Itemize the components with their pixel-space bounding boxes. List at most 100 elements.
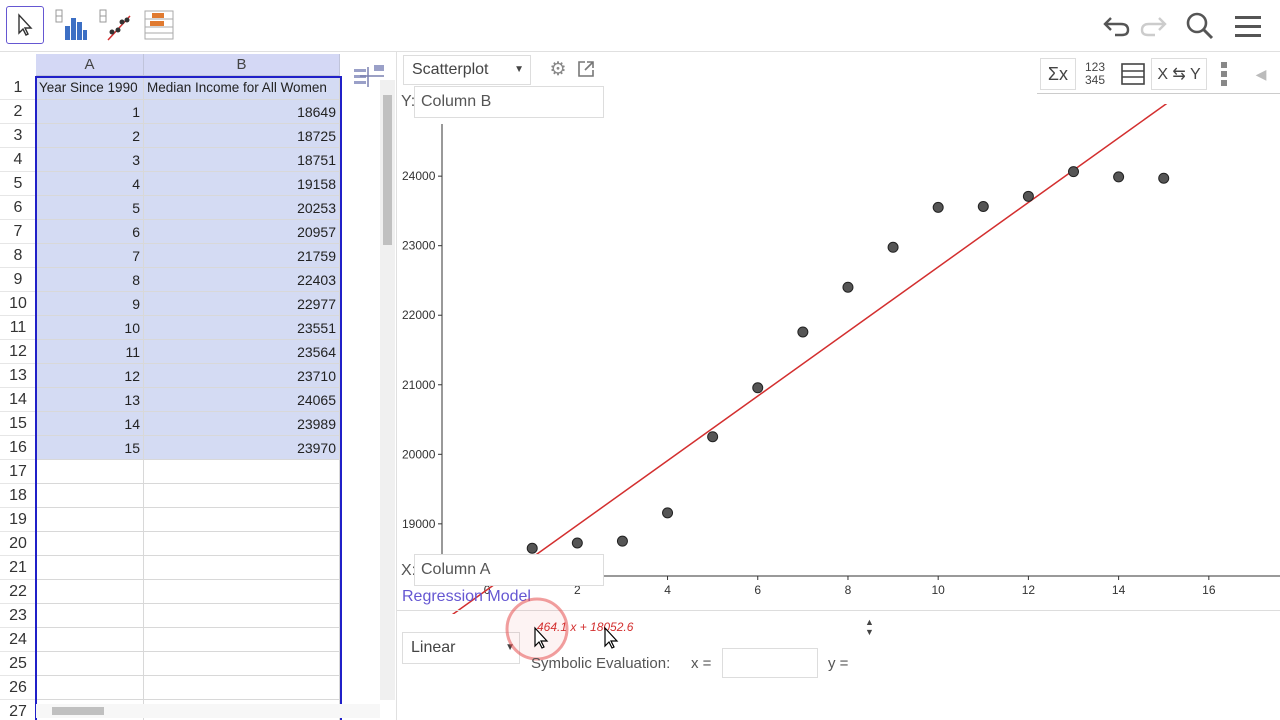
scatter-plot[interactable]: 0246810121416190002000021000220002300024…: [397, 104, 1280, 614]
horizontal-scroll-thumb[interactable]: [52, 707, 104, 715]
row-header[interactable]: 25: [0, 652, 36, 676]
row-header[interactable]: 1: [0, 76, 36, 100]
search-button[interactable]: [1184, 10, 1216, 42]
cell-a[interactable]: 3: [36, 148, 144, 172]
row-header[interactable]: 10: [0, 292, 36, 316]
row-header[interactable]: 26: [0, 676, 36, 700]
cell-a[interactable]: 14: [36, 412, 144, 436]
cell-b[interactable]: [144, 652, 340, 676]
one-variable-analysis-button[interactable]: [52, 6, 90, 44]
y-source-field[interactable]: Column B: [414, 86, 604, 118]
multiple-variable-analysis-button[interactable]: [140, 6, 178, 44]
cell-b[interactable]: 22403: [144, 268, 340, 292]
cell-b[interactable]: Median Income for All Women: [144, 76, 340, 100]
row-header[interactable]: 20: [0, 532, 36, 556]
cell-a[interactable]: Year Since 1990: [36, 76, 144, 100]
vertical-scroll-thumb[interactable]: [383, 95, 392, 245]
cell-b[interactable]: 22977: [144, 292, 340, 316]
more-options-icon[interactable]: [1217, 58, 1231, 90]
cell-b[interactable]: 23989: [144, 412, 340, 436]
cell-a[interactable]: 2: [36, 124, 144, 148]
show-statistics-button[interactable]: Σx: [1040, 58, 1076, 90]
cell-a[interactable]: 15: [36, 436, 144, 460]
cell-a[interactable]: 13: [36, 388, 144, 412]
row-header[interactable]: 11: [0, 316, 36, 340]
cell-b[interactable]: 23970: [144, 436, 340, 460]
cell-b[interactable]: [144, 532, 340, 556]
cell-b[interactable]: [144, 556, 340, 580]
cell-a[interactable]: 1: [36, 100, 144, 124]
collapse-panel-icon[interactable]: ◀: [1255, 65, 1267, 82]
two-plots-button[interactable]: [1115, 58, 1151, 90]
row-header[interactable]: 5: [0, 172, 36, 196]
cell-a[interactable]: [36, 484, 144, 508]
cell-b[interactable]: 24065: [144, 388, 340, 412]
cell-a[interactable]: [36, 604, 144, 628]
cell-b[interactable]: [144, 460, 340, 484]
vertical-scrollbar[interactable]: [380, 80, 395, 700]
cell-b[interactable]: 19158: [144, 172, 340, 196]
cell-a[interactable]: [36, 508, 144, 532]
row-header[interactable]: 3: [0, 124, 36, 148]
cell-a[interactable]: 11: [36, 340, 144, 364]
move-tool-button[interactable]: [6, 6, 44, 44]
cell-a[interactable]: 5: [36, 196, 144, 220]
cell-a[interactable]: [36, 628, 144, 652]
row-header[interactable]: 9: [0, 268, 36, 292]
column-header-b[interactable]: B: [144, 54, 340, 76]
cell-b[interactable]: 21759: [144, 244, 340, 268]
x-source-field[interactable]: Column A: [414, 554, 604, 586]
swap-xy-button[interactable]: X ⇆ Y: [1151, 58, 1207, 90]
plot-type-dropdown[interactable]: Scatterplot ▼: [403, 55, 531, 85]
row-header[interactable]: 22: [0, 580, 36, 604]
row-header[interactable]: 21: [0, 556, 36, 580]
spreadsheet-style-button[interactable]: [347, 58, 391, 94]
row-header[interactable]: 4: [0, 148, 36, 172]
row-header[interactable]: 14: [0, 388, 36, 412]
symbolic-x-input[interactable]: [722, 648, 818, 678]
cell-b[interactable]: 18649: [144, 100, 340, 124]
row-header[interactable]: 16: [0, 436, 36, 460]
cell-a[interactable]: 8: [36, 268, 144, 292]
two-variable-regression-button[interactable]: [96, 6, 134, 44]
row-header[interactable]: 23: [0, 604, 36, 628]
cell-b[interactable]: [144, 484, 340, 508]
cell-b[interactable]: 20957: [144, 220, 340, 244]
row-header[interactable]: 12: [0, 340, 36, 364]
cell-a[interactable]: 12: [36, 364, 144, 388]
cell-b[interactable]: 23564: [144, 340, 340, 364]
column-header-a[interactable]: A: [36, 54, 144, 76]
cell-b[interactable]: [144, 508, 340, 532]
cell-a[interactable]: 6: [36, 220, 144, 244]
row-header[interactable]: 27: [0, 700, 36, 720]
row-header[interactable]: 19: [0, 508, 36, 532]
equation-scroll-arrows[interactable]: ▲ ▼: [865, 617, 874, 637]
cell-b[interactable]: 18751: [144, 148, 340, 172]
cell-b[interactable]: [144, 580, 340, 604]
cell-a[interactable]: 4: [36, 172, 144, 196]
undo-button[interactable]: [1100, 10, 1132, 42]
main-menu-button[interactable]: [1232, 10, 1264, 42]
cell-a[interactable]: [36, 556, 144, 580]
row-header[interactable]: 15: [0, 412, 36, 436]
cell-a[interactable]: 7: [36, 244, 144, 268]
cell-b[interactable]: [144, 628, 340, 652]
cell-b[interactable]: [144, 604, 340, 628]
show-data-button[interactable]: 123 345: [1077, 58, 1113, 90]
regression-model-label[interactable]: Regression Model: [402, 588, 531, 605]
row-header[interactable]: 2: [0, 100, 36, 124]
open-in-new-window-icon[interactable]: [577, 60, 599, 82]
regression-type-dropdown[interactable]: Linear ▼: [402, 632, 520, 664]
cell-a[interactable]: [36, 652, 144, 676]
cell-b[interactable]: [144, 676, 340, 700]
row-header[interactable]: 18: [0, 484, 36, 508]
cell-a[interactable]: [36, 676, 144, 700]
row-header[interactable]: 8: [0, 244, 36, 268]
cell-b[interactable]: 20253: [144, 196, 340, 220]
cell-a[interactable]: [36, 460, 144, 484]
settings-gear-icon[interactable]: ⚙: [549, 59, 567, 80]
horizontal-scrollbar[interactable]: [36, 704, 380, 718]
cell-b[interactable]: 18725: [144, 124, 340, 148]
cell-a[interactable]: [36, 580, 144, 604]
cell-a[interactable]: 10: [36, 316, 144, 340]
